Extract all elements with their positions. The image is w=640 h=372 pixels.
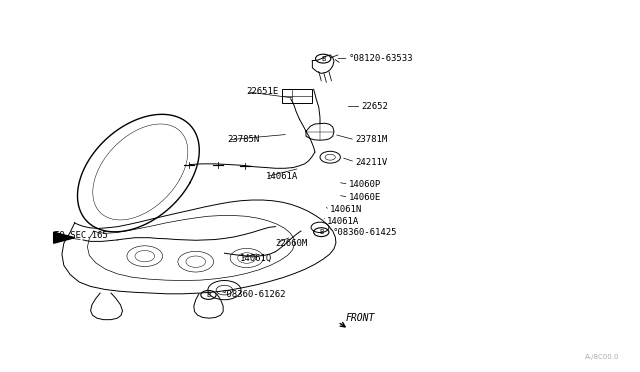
Text: °08360-61425: °08360-61425: [333, 228, 397, 237]
Text: °08120-63533: °08120-63533: [349, 54, 413, 63]
Text: °08360-61262: °08360-61262: [221, 291, 285, 299]
Text: 14061Q: 14061Q: [241, 253, 273, 263]
Text: 23785N: 23785N: [228, 135, 260, 144]
Text: B: B: [319, 229, 323, 235]
Text: 14061A: 14061A: [266, 172, 298, 181]
Text: B: B: [321, 56, 325, 62]
Text: B: B: [206, 292, 211, 298]
Text: TO SEC.165: TO SEC.165: [54, 231, 108, 240]
Polygon shape: [54, 232, 75, 243]
Text: 22651E: 22651E: [246, 87, 279, 96]
Text: 23781M: 23781M: [355, 135, 387, 144]
Text: 24211V: 24211V: [355, 157, 387, 167]
Bar: [282, 89, 312, 103]
Text: 22652: 22652: [362, 102, 388, 111]
Text: 14060E: 14060E: [349, 193, 381, 202]
Text: 14061A: 14061A: [326, 217, 358, 225]
Text: FRONT: FRONT: [346, 313, 375, 323]
Text: A-/8C00.0: A-/8C00.0: [585, 353, 620, 359]
Text: 14060P: 14060P: [349, 180, 381, 189]
Text: 22660M: 22660M: [275, 239, 308, 248]
Text: 14061N: 14061N: [330, 205, 362, 215]
